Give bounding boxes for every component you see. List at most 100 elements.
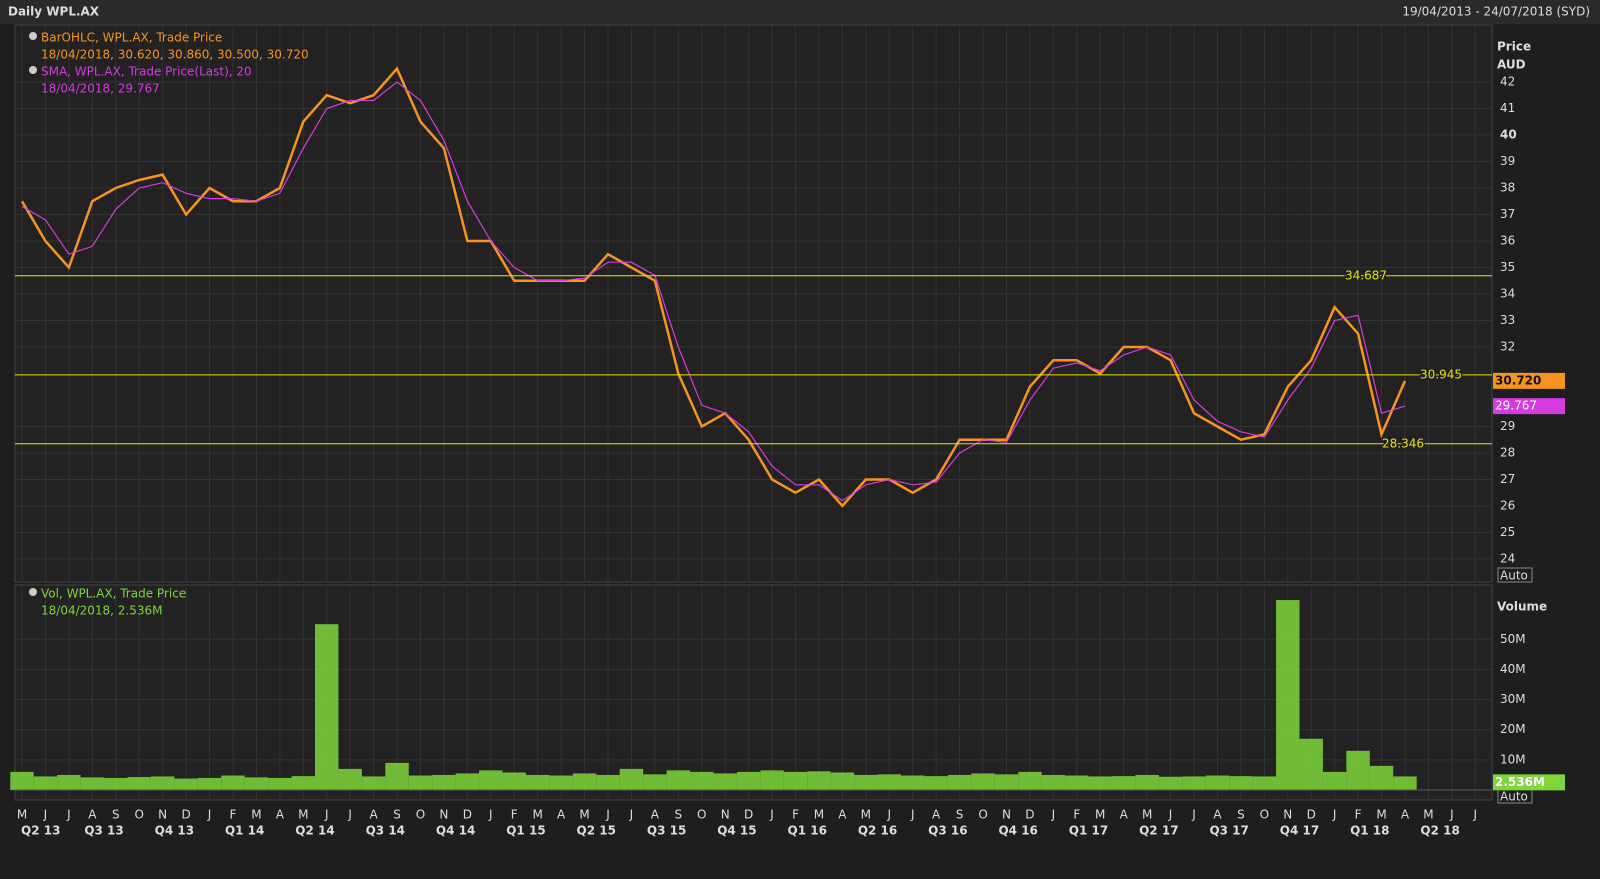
y-tick-label: 39 — [1500, 154, 1515, 168]
quarter-label: Q4 16 — [998, 824, 1037, 838]
auto-button[interactable] — [1497, 567, 1533, 583]
legend-icon — [29, 66, 37, 74]
x-tick-label: M — [861, 808, 871, 822]
volume-bar — [197, 777, 222, 790]
volume-bar — [1346, 750, 1370, 790]
volume-bar — [877, 774, 901, 790]
quarter-label: Q2 16 — [858, 824, 897, 838]
auto-label[interactable]: Auto — [1500, 790, 1528, 804]
legend-icon — [29, 588, 37, 596]
price-tag — [1493, 372, 1565, 389]
y-tick-label: 42 — [1500, 74, 1515, 88]
volume-bar — [924, 776, 948, 790]
y-tick-label: 37 — [1500, 207, 1515, 221]
volume-bar — [619, 768, 644, 790]
x-tick-label: M — [251, 808, 261, 822]
y-tick-label: 29 — [1500, 419, 1515, 433]
legend-name: Vol, WPL.AX, Trade Price — [41, 587, 186, 601]
quarter-label: Q4 15 — [717, 824, 756, 838]
quarter-label: Q1 15 — [506, 824, 545, 838]
volume-bar — [291, 776, 315, 790]
y-tick-label: 34 — [1500, 286, 1515, 300]
volume-bar — [971, 773, 995, 790]
volume-bar — [549, 775, 573, 790]
x-tick-label: J — [1473, 808, 1478, 822]
x-tick-label: J — [43, 808, 48, 822]
legend-detail: 18/04/2018, 29.767 — [41, 82, 160, 96]
level-label: 28.346 — [1382, 436, 1424, 450]
x-tick-label: O — [134, 808, 143, 822]
y-tick-label: 40 — [1500, 127, 1517, 141]
volume-bar — [408, 775, 433, 790]
volume-bar — [830, 772, 855, 790]
x-tick-label: A — [1213, 808, 1222, 822]
y-tick-label: 41 — [1500, 101, 1515, 115]
chart-title: Daily WPL.AX — [8, 5, 100, 19]
volume-tag-label: 2.536M — [1495, 775, 1545, 789]
y-axis-unit: AUD — [1497, 58, 1526, 72]
volume-bar — [150, 776, 175, 790]
volume-bar — [1135, 774, 1159, 790]
volume-bar — [666, 770, 691, 790]
x-tick-label: J — [887, 808, 892, 822]
x-tick-label: J — [1449, 808, 1454, 822]
volume-bar — [33, 776, 58, 790]
quarter-label: Q4 17 — [1280, 824, 1319, 838]
y-tick-label: 10M — [1500, 752, 1526, 766]
x-tick-label: J — [629, 808, 634, 822]
volume-bar — [525, 774, 550, 790]
y-tick-label: 36 — [1500, 233, 1515, 247]
x-tick-label: O — [697, 808, 706, 822]
x-tick-label: N — [158, 808, 167, 822]
volume-bar — [268, 777, 292, 790]
x-tick-label: S — [956, 808, 964, 822]
volume-bar — [1276, 600, 1300, 790]
price-panel — [14, 24, 1493, 583]
quarter-label: Q1 18 — [1350, 824, 1389, 838]
x-tick-label: N — [721, 808, 730, 822]
volume-bar — [1182, 776, 1206, 790]
x-tick-label: J — [1051, 808, 1056, 822]
volume-bar — [760, 770, 784, 790]
x-tick-label: N — [1002, 808, 1011, 822]
volume-bar — [455, 773, 480, 790]
x-tick-label: J — [910, 808, 915, 822]
volume-bar — [690, 771, 714, 790]
volume-bar — [596, 774, 620, 790]
volume-bar — [338, 768, 362, 790]
x-tick-label: A — [838, 808, 847, 822]
x-tick-label: J — [66, 808, 71, 822]
volume-bar — [643, 774, 667, 790]
y-axis-label: Price — [1497, 40, 1531, 54]
price-tag-label: 30.720 — [1495, 373, 1541, 387]
x-tick-label: M — [533, 808, 543, 822]
volume-bar — [57, 774, 81, 790]
y-tick-label: 35 — [1500, 260, 1515, 274]
volume-bar — [127, 777, 151, 790]
volume-bar — [854, 774, 878, 790]
quarter-label: Q1 16 — [788, 824, 827, 838]
series-line — [21, 81, 1406, 502]
x-tick-label: A — [932, 808, 941, 822]
y-tick-label: 32 — [1500, 339, 1515, 353]
x-tick-label: N — [439, 808, 448, 822]
quarter-label: Q3 14 — [366, 824, 405, 838]
x-tick-label: F — [792, 808, 799, 822]
x-tick-label: F — [1073, 808, 1080, 822]
sma-tag — [1493, 398, 1565, 415]
auto-label[interactable]: Auto — [1500, 569, 1528, 583]
x-tick-label: J — [488, 808, 493, 822]
quarter-label: Q3 17 — [1209, 824, 1248, 838]
x-tick-label: D — [463, 808, 472, 822]
volume-bar — [221, 775, 245, 790]
volume-bar — [1088, 776, 1112, 790]
volume-bar — [572, 773, 597, 790]
x-tick-label: F — [511, 808, 518, 822]
y-tick-label: 40M — [1500, 662, 1526, 676]
x-tick-label: A — [88, 808, 97, 822]
volume-bar — [1393, 776, 1417, 790]
legend-name: SMA, WPL.AX, Trade Price(Last), 20 — [41, 65, 252, 79]
x-tick-label: S — [675, 808, 683, 822]
x-tick-label: M — [579, 808, 589, 822]
